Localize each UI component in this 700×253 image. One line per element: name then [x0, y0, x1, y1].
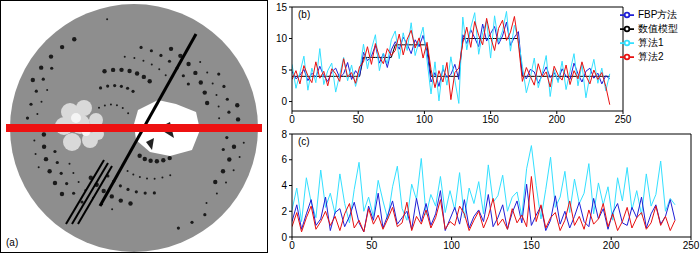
svg-text:50: 50 — [366, 240, 378, 251]
svg-text:0: 0 — [281, 232, 287, 243]
svg-text:250: 250 — [683, 240, 700, 251]
svg-text:2: 2 — [281, 206, 287, 217]
html-text:FBP方法: FBP方法 — [638, 8, 678, 20]
svg-text:200: 200 — [603, 240, 620, 251]
svg-text:10: 10 — [276, 33, 288, 44]
svg-text:8: 8 — [281, 129, 287, 140]
svg-text:100: 100 — [416, 114, 433, 125]
html-text:算法1: 算法1 — [638, 36, 664, 48]
html-text:算法2: 算法2 — [638, 50, 664, 62]
svg-text:100: 100 — [443, 240, 460, 251]
svg-text:5: 5 — [281, 65, 287, 76]
html-text:数值模型: 数值模型 — [638, 22, 678, 34]
html-text:(c): (c) — [298, 136, 310, 147]
svg-text:50: 50 — [353, 114, 365, 125]
svg-text:0: 0 — [289, 240, 295, 251]
svg-text:250: 250 — [615, 114, 632, 125]
svg-text:0: 0 — [289, 114, 295, 125]
svg-text:6: 6 — [281, 154, 287, 165]
svg-text:15: 15 — [276, 2, 288, 13]
svg-text:4: 4 — [281, 180, 287, 191]
svg-text:150: 150 — [523, 240, 540, 251]
svg-text:(a): (a) — [6, 237, 18, 248]
svg-text:200: 200 — [548, 114, 565, 125]
html-text:(b): (b) — [298, 9, 311, 20]
svg-text:0: 0 — [281, 96, 287, 107]
svg-text:150: 150 — [482, 114, 499, 125]
